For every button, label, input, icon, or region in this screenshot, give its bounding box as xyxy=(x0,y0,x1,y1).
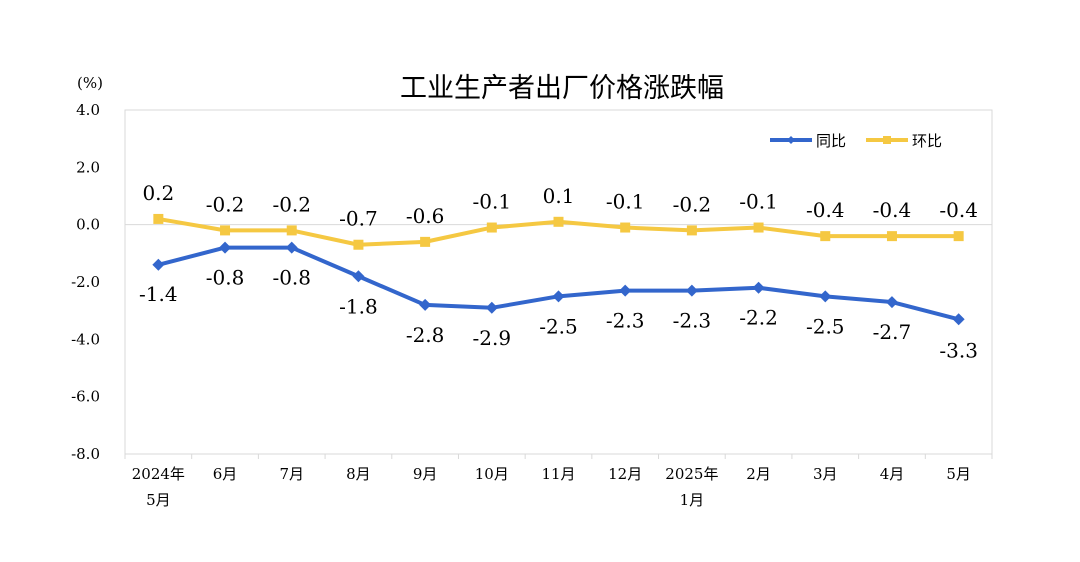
mom-data-label: -0.7 xyxy=(339,207,378,231)
y-tick-label: -2.0 xyxy=(71,273,100,291)
x-tick-label: 4月 xyxy=(880,465,905,483)
legend: 同比 环比 xyxy=(770,132,942,150)
y-axis-ticks: 4.0 2.0 0.0 -2.0 -4.0 -6.0 -8.0 xyxy=(71,101,100,463)
yoy-point xyxy=(352,270,365,283)
yoy-point xyxy=(152,258,165,271)
mom-point xyxy=(686,225,697,236)
x-tick-label: 2025年 xyxy=(665,465,718,483)
yoy-data-label: -2.8 xyxy=(406,323,445,347)
mom-data-label: -0.2 xyxy=(272,192,311,216)
x-tick-label: 8月 xyxy=(346,465,371,483)
x-tick-label: 11月 xyxy=(541,465,575,483)
x-tick-label: 5月 xyxy=(946,465,971,483)
y-tick-label: -4.0 xyxy=(71,330,100,348)
yoy-data-label: -2.5 xyxy=(806,314,845,338)
mom-point xyxy=(953,231,964,242)
yoy-data-label: -0.8 xyxy=(206,266,245,290)
yoy-point xyxy=(752,281,765,294)
yoy-point xyxy=(619,284,632,297)
x-tick-label: 2024年 xyxy=(132,465,185,483)
x-tick-label: 3月 xyxy=(813,465,838,483)
mom-point xyxy=(886,231,897,242)
y-tick-label: 2.0 xyxy=(76,158,100,176)
mom-point xyxy=(286,225,297,236)
yoy-point xyxy=(685,284,698,297)
mom-point xyxy=(153,213,164,224)
x-tick-label: 1月 xyxy=(680,491,705,509)
mom-data-label: -0.1 xyxy=(606,190,645,214)
yoy-data-label: -0.8 xyxy=(272,266,311,290)
yoy-data-label: -1.4 xyxy=(139,282,178,306)
plot-area xyxy=(124,109,993,455)
y-tick-label: 4.0 xyxy=(76,101,100,119)
mom-point xyxy=(620,222,631,233)
mom-data-label: -0.2 xyxy=(673,192,712,216)
mom-point xyxy=(820,231,831,242)
legend-label: 同比 xyxy=(816,132,846,150)
mom-data-label: -0.2 xyxy=(206,192,245,216)
x-tick-label: 12月 xyxy=(608,465,642,483)
mom-data-label: -0.4 xyxy=(873,198,912,222)
yoy-data-label: -1.8 xyxy=(339,294,378,318)
x-tick-label: 5月 xyxy=(146,491,171,509)
y-tick-label: -6.0 xyxy=(71,388,100,406)
x-tick-label: 9月 xyxy=(413,465,438,483)
yoy-point xyxy=(552,290,565,303)
yoy-data-label: -2.5 xyxy=(539,314,578,338)
mom-data-label: -0.1 xyxy=(473,190,512,214)
mom-point xyxy=(486,222,497,233)
mom-point xyxy=(353,239,364,250)
yoy-data-label: -2.3 xyxy=(673,309,712,333)
yoy-data-label: -2.7 xyxy=(873,320,912,344)
yoy-data-label: -2.3 xyxy=(606,309,645,333)
mom-point xyxy=(420,236,431,247)
yoy-data-label: -2.2 xyxy=(739,306,778,330)
x-tick-label: 10月 xyxy=(475,465,509,483)
mom-data-label: 0.1 xyxy=(543,184,575,208)
mom-point xyxy=(220,225,231,236)
mom-data-label: -0.4 xyxy=(806,198,845,222)
x-tick-label: 2月 xyxy=(746,465,771,483)
mom-data-label: -0.1 xyxy=(739,190,778,214)
legend-marker xyxy=(787,136,795,144)
y-tick-label: -8.0 xyxy=(71,445,100,463)
yoy-point xyxy=(419,298,432,311)
mom-point xyxy=(753,222,764,233)
yoy-data-label: -2.9 xyxy=(473,326,512,350)
x-tick-label: 6月 xyxy=(213,465,238,483)
mom-data-label: -0.6 xyxy=(406,204,445,228)
yoy-data-label: -3.3 xyxy=(939,338,978,362)
yoy-point xyxy=(285,241,298,254)
yoy-point xyxy=(952,313,965,326)
yoy-point xyxy=(819,290,832,303)
yoy-point xyxy=(885,296,898,309)
mom-point xyxy=(553,216,564,227)
mom-data-label: -0.4 xyxy=(939,198,978,222)
legend-label: 环比 xyxy=(912,132,942,150)
yoy-point xyxy=(485,301,498,314)
mom-data-label: 0.2 xyxy=(142,181,174,205)
y-axis-unit-label: (%) xyxy=(77,74,103,92)
x-tick-label: 7月 xyxy=(279,465,304,483)
y-tick-label: 0.0 xyxy=(76,216,100,234)
chart-title: 工业生产者出厂价格涨跌幅 xyxy=(400,73,724,104)
x-axis-ticks: 2024年 5月 6月 7月 8月 9月 10月 11月 12月 2025年 1月 2月 3月 4月 5月 xyxy=(124,454,993,509)
data-labels: -1.4 -0.8 -0.8 -1.8 -2.8 -2.9 -2.5 -2.3 -2.3 -2.2… xyxy=(139,181,978,362)
legend-marker xyxy=(883,136,891,144)
series-layer xyxy=(152,213,965,326)
yoy-point xyxy=(219,241,232,254)
